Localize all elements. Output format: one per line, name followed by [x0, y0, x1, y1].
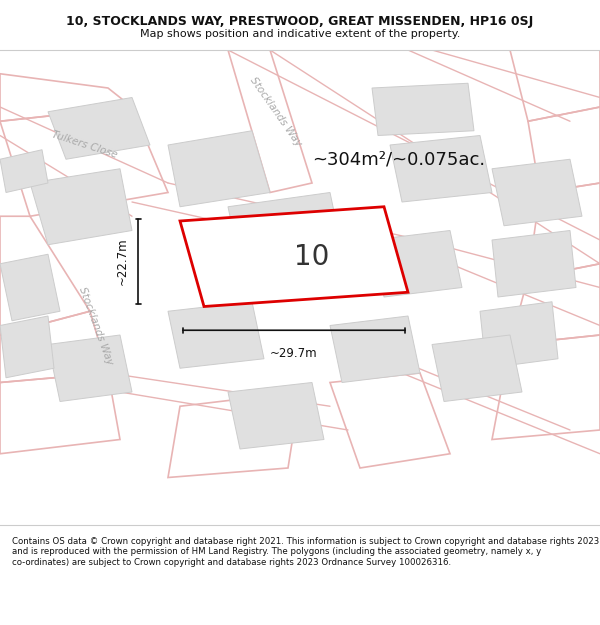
Text: Stocklands Way: Stocklands Way [77, 285, 115, 366]
Text: Contains OS data © Crown copyright and database right 2021. This information is : Contains OS data © Crown copyright and d… [12, 537, 599, 567]
Polygon shape [48, 335, 132, 401]
Polygon shape [0, 150, 48, 192]
Polygon shape [492, 159, 582, 226]
Polygon shape [168, 131, 270, 207]
Polygon shape [480, 302, 558, 368]
Polygon shape [390, 136, 492, 202]
Polygon shape [48, 98, 150, 159]
Text: ~304m²/~0.075ac.: ~304m²/~0.075ac. [312, 150, 485, 168]
Text: 10: 10 [295, 242, 329, 271]
Polygon shape [180, 207, 408, 306]
Polygon shape [168, 302, 264, 368]
Polygon shape [432, 335, 522, 401]
Polygon shape [372, 83, 474, 136]
Text: Map shows position and indicative extent of the property.: Map shows position and indicative extent… [140, 29, 460, 39]
Polygon shape [0, 316, 54, 378]
Text: ~22.7m: ~22.7m [116, 238, 129, 285]
Polygon shape [372, 231, 462, 297]
Polygon shape [330, 316, 420, 382]
Polygon shape [228, 382, 324, 449]
Polygon shape [492, 231, 576, 297]
Polygon shape [30, 169, 132, 245]
Text: 10, STOCKLANDS WAY, PRESTWOOD, GREAT MISSENDEN, HP16 0SJ: 10, STOCKLANDS WAY, PRESTWOOD, GREAT MIS… [67, 16, 533, 28]
Polygon shape [228, 192, 342, 264]
Text: ~29.7m: ~29.7m [270, 347, 318, 360]
Text: Tulkers Close: Tulkers Close [50, 129, 118, 161]
Polygon shape [0, 254, 60, 321]
Text: Stocklands Way: Stocklands Way [248, 75, 304, 148]
